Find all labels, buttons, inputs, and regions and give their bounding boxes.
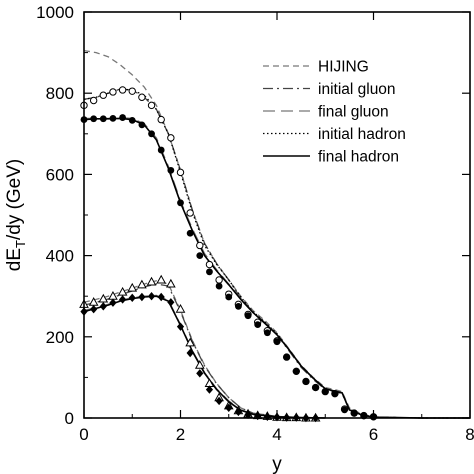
marker-open-triangle-point [175,303,186,313]
marker-open-circle-point [147,101,156,110]
marker-filled-diamond-point [99,302,107,311]
marker-filled-circle-point [235,302,242,310]
marker-open-triangle-point [194,359,205,369]
marker-filled-circle-point [196,252,204,259]
marker-filled-circle-point [254,321,262,329]
marker-filled-circle-point [99,115,107,123]
legend-label-2: final gluon [318,104,389,121]
marker-filled-diamond-point [138,292,146,302]
marker-open-triangle-point [156,274,167,284]
y-axis-label: dET/dy (GeV) [4,159,28,272]
marker-filled-circle-point [177,199,184,207]
marker-filled-circle-point [215,282,223,290]
marker-open-circle-point [99,91,108,99]
marker-open-triangle-point [98,293,109,303]
marker-filled-diamond-point [225,403,233,413]
legend-label-4: final hadron [318,149,399,166]
legend: HIJING initial gluon final gluon initial ha… [263,59,406,166]
marker-open-triangle-point [137,279,147,289]
marker-filled-diamond-point [234,407,242,417]
y-axis-label-rest: /dy (GeV) [4,159,25,240]
marker-open-triangle-point [166,278,176,288]
marker-filled-circle-point [283,353,291,361]
marker-open-circle-point [215,276,223,284]
marker-filled-diamond-point [263,412,271,421]
marker-open-triangle-point [127,282,138,292]
marker-filled-circle-point [244,312,252,320]
marker-filled-circle-point [186,229,194,237]
x-tick-label: 8 [465,425,474,444]
marker-filled-diamond-point [119,295,127,304]
marker-filled-diamond-point [244,410,252,419]
marker-filled-circle-point [341,406,348,414]
marker-open-circle-point [205,260,214,269]
y-tick-label: 0 [65,409,74,428]
marker-filled-diamond-point [157,292,165,302]
marker-filled-diamond-point [196,369,204,378]
x-tick-label: 6 [369,425,378,444]
marker-filled-circle-point [263,329,271,337]
marker-open-circle-point [176,168,185,177]
y-tick-label: 200 [46,328,74,347]
y-tick-label: 600 [46,165,74,184]
marker-filled-diamond-point [109,298,117,307]
y-tick-label: 1000 [36,3,74,22]
marker-filled-diamond-point [90,304,98,314]
marker-filled-circle-point [167,166,175,174]
marker-filled-circle-point [90,115,98,123]
marker-filled-circle-point [350,409,358,417]
x-axis-label: y [272,454,282,474]
marker-filled-diamond-point [205,385,214,394]
marker-open-circle-point [167,134,175,142]
marker-open-circle-point [186,209,194,217]
marker-filled-circle-point [128,117,136,124]
marker-open-circle-point [157,115,165,124]
x-tick-label: 2 [176,425,185,444]
marker-filled-diamond-point [167,298,175,307]
marker-filled-circle-point [331,390,339,398]
marker-filled-circle-point [312,384,319,391]
marker-open-circle-point [109,88,117,96]
legend-label-3: initial hadron [318,126,406,143]
marker-filled-circle-point [148,130,155,138]
y-axis-label-subscript: T [13,240,28,248]
marker-filled-diamond-point [147,292,156,301]
legend-label-1: initial gluon [318,81,396,98]
marker-open-circle-point [138,93,146,101]
y-tick-label: 800 [46,84,74,103]
marker-filled-circle-point [138,121,146,129]
marker-open-circle-point [89,96,98,105]
marker-filled-circle-point [225,293,233,301]
marker-filled-diamond-point [215,396,223,406]
marker-filled-circle-point [157,146,165,154]
marker-filled-circle-point [206,268,213,276]
ticks-layer: 0 2 4 6 8 0 200 400 600 800 1000 [36,3,474,444]
marker-filled-diamond-point [186,348,194,358]
x-tick-label: 0 [79,425,88,444]
marker-filled-circle-point [321,388,329,396]
y-axis-label-main: dE [4,248,25,271]
marker-filled-circle-point [292,367,300,375]
x-tick-label: 4 [272,425,281,444]
marker-open-triangle-point [146,276,157,286]
marker-open-triangle-point [117,286,128,296]
marker-filled-circle-point [302,378,310,385]
marker-open-circle-point [196,241,204,250]
legend-label-0: HIJING [318,59,369,76]
marker-filled-circle-point [273,338,281,346]
marker-open-circle-point [118,86,127,94]
marker-open-circle-point [128,87,136,95]
series-line-0 [83,49,470,419]
marker-filled-diamond-point [176,322,185,331]
marker-filled-diamond-point [128,293,136,303]
marker-filled-circle-point [109,114,117,122]
y-tick-label: 400 [46,247,74,266]
marker-filled-circle-point [119,114,126,121]
marker-open-triangle-point [185,337,195,347]
